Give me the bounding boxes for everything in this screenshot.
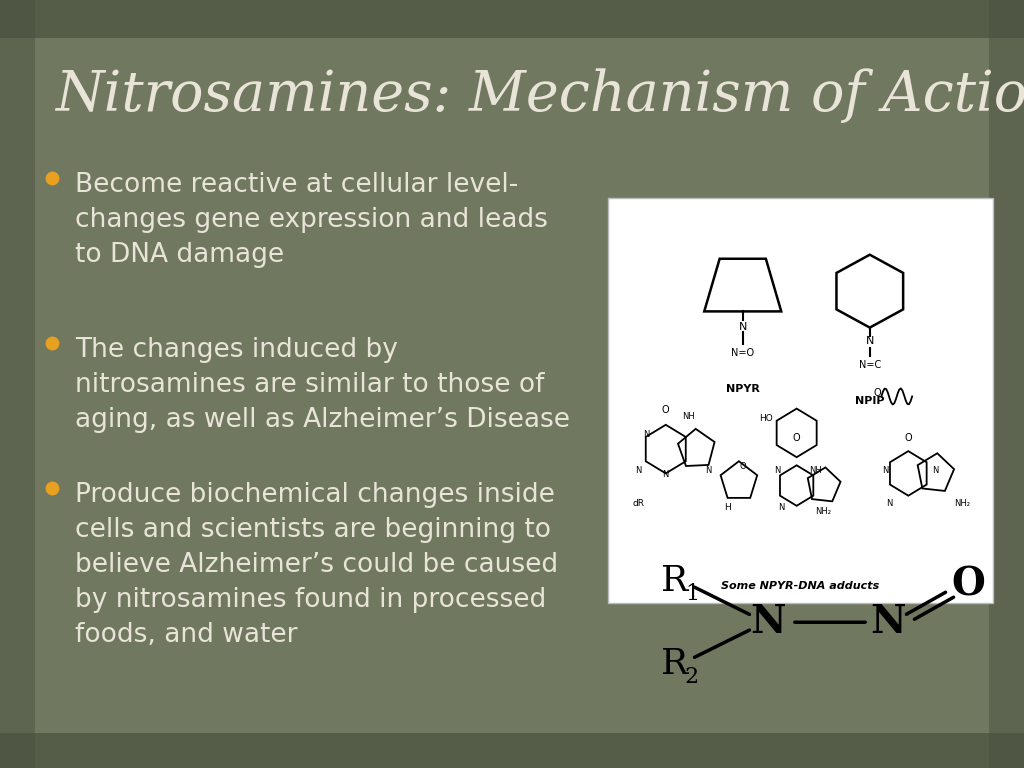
Text: H: H (724, 503, 731, 511)
Text: 1: 1 (685, 583, 699, 605)
Text: NPIP: NPIP (855, 396, 885, 406)
Text: The changes induced by
nitrosamines are similar to those of
aging, as well as Al: The changes induced by nitrosamines are … (75, 337, 570, 433)
Text: N: N (738, 322, 746, 332)
Text: NH: NH (810, 466, 822, 475)
Bar (0, 733, 1024, 768)
Text: N: N (865, 336, 874, 346)
Text: N: N (663, 471, 669, 479)
Bar (608, 198, 993, 603)
Text: Produce biochemical changes inside
cells and scientists are beginning to
believe: Produce biochemical changes inside cells… (75, 482, 558, 648)
Text: N: N (778, 503, 784, 511)
Text: N: N (751, 603, 785, 641)
Text: R: R (660, 564, 688, 598)
Text: Some NPYR-DNA adducts: Some NPYR-DNA adducts (721, 581, 880, 591)
Text: N: N (636, 466, 642, 475)
Text: N: N (774, 466, 780, 475)
Text: O: O (873, 389, 882, 399)
Text: HO: HO (759, 414, 773, 422)
Text: O: O (739, 462, 746, 472)
Text: dR: dR (633, 498, 645, 508)
Text: N: N (705, 466, 712, 475)
Bar (0, 0, 35, 768)
Text: NPYR: NPYR (726, 384, 760, 394)
Text: N: N (882, 466, 889, 475)
Text: NH₂: NH₂ (815, 507, 831, 516)
Text: O: O (951, 565, 985, 604)
Text: N: N (886, 498, 892, 508)
Bar (989, 0, 1024, 768)
Text: R: R (660, 647, 688, 680)
Text: N: N (870, 603, 906, 641)
Text: Nitrosamines: Mechanism of Action: Nitrosamines: Mechanism of Action (55, 68, 1024, 123)
Text: N: N (932, 466, 938, 475)
Text: O: O (662, 405, 670, 415)
Text: N: N (643, 430, 649, 439)
Text: NH: NH (682, 412, 695, 421)
Text: O: O (904, 433, 912, 443)
Text: NH₂: NH₂ (954, 498, 970, 508)
Text: N=C: N=C (859, 360, 881, 370)
Text: Become reactive at cellular level-
changes gene expression and leads
to DNA dama: Become reactive at cellular level- chang… (75, 172, 548, 268)
Bar (0, 0, 1024, 38)
Text: O: O (793, 433, 801, 443)
Text: 2: 2 (685, 666, 699, 687)
Text: N=O: N=O (731, 348, 755, 358)
